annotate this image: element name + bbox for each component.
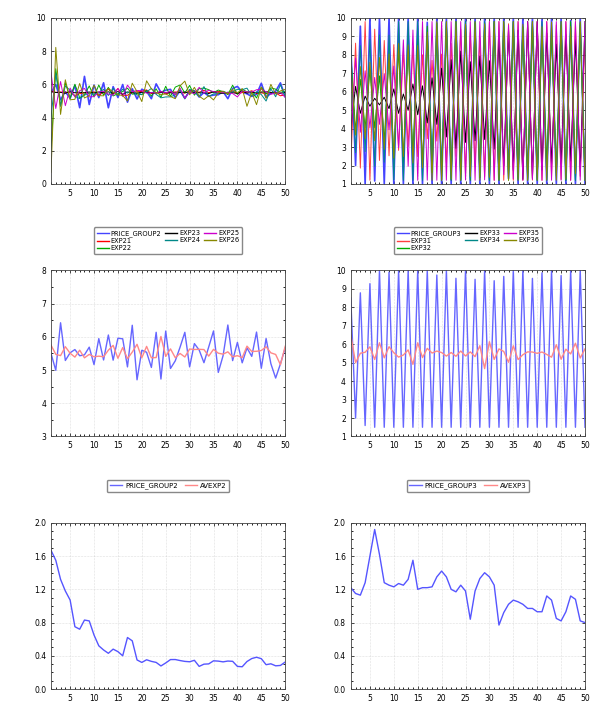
Legend: PRICE_GROUP2, EXP21, EXP22, EXP23, EXP24, EXP25, EXP26: PRICE_GROUP2, EXP21, EXP22, EXP23, EXP24… (94, 227, 242, 254)
Legend: PRICE_GROUP3, EXP31, EXP32, EXP33, EXP34, EXP35, EXP36: PRICE_GROUP3, EXP31, EXP32, EXP33, EXP34… (394, 227, 542, 254)
Legend: PRICE_GROUP2, AVEXP2: PRICE_GROUP2, AVEXP2 (107, 480, 229, 492)
Legend: PRICE_GROUP3, AVEXP3: PRICE_GROUP3, AVEXP3 (407, 480, 529, 492)
